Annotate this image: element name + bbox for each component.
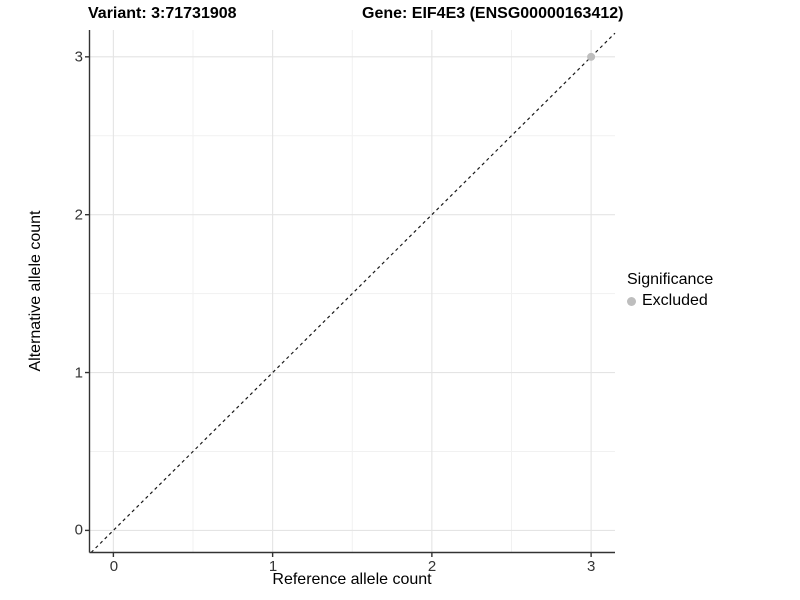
y-tick-label: 1 xyxy=(74,364,83,381)
legend-item-excluded: Excluded xyxy=(627,292,713,310)
y-tick-label: 0 xyxy=(74,521,83,539)
x-tick-label: 3 xyxy=(587,558,596,575)
y-tick-label: 3 xyxy=(74,48,83,66)
legend-item-label: Excluded xyxy=(642,292,708,309)
variant-title: Variant: 3:71731908 xyxy=(88,5,237,22)
x-tick-label: 1 xyxy=(268,558,278,575)
excluded-point-icon xyxy=(627,296,636,306)
x-tick-label: 2 xyxy=(427,558,437,575)
x-axis-title: Reference allele count xyxy=(272,571,432,588)
data-point xyxy=(587,52,596,61)
legend: Significance Excluded xyxy=(627,271,713,310)
y-tick-label: 2 xyxy=(74,206,83,224)
gene-title: Gene: EIF4E3 (ENSG00000163412) xyxy=(362,5,624,22)
legend-title: Significance xyxy=(627,271,714,288)
x-tick-label: 0 xyxy=(109,558,119,575)
y-axis-title: Alternative allele count xyxy=(27,210,44,372)
